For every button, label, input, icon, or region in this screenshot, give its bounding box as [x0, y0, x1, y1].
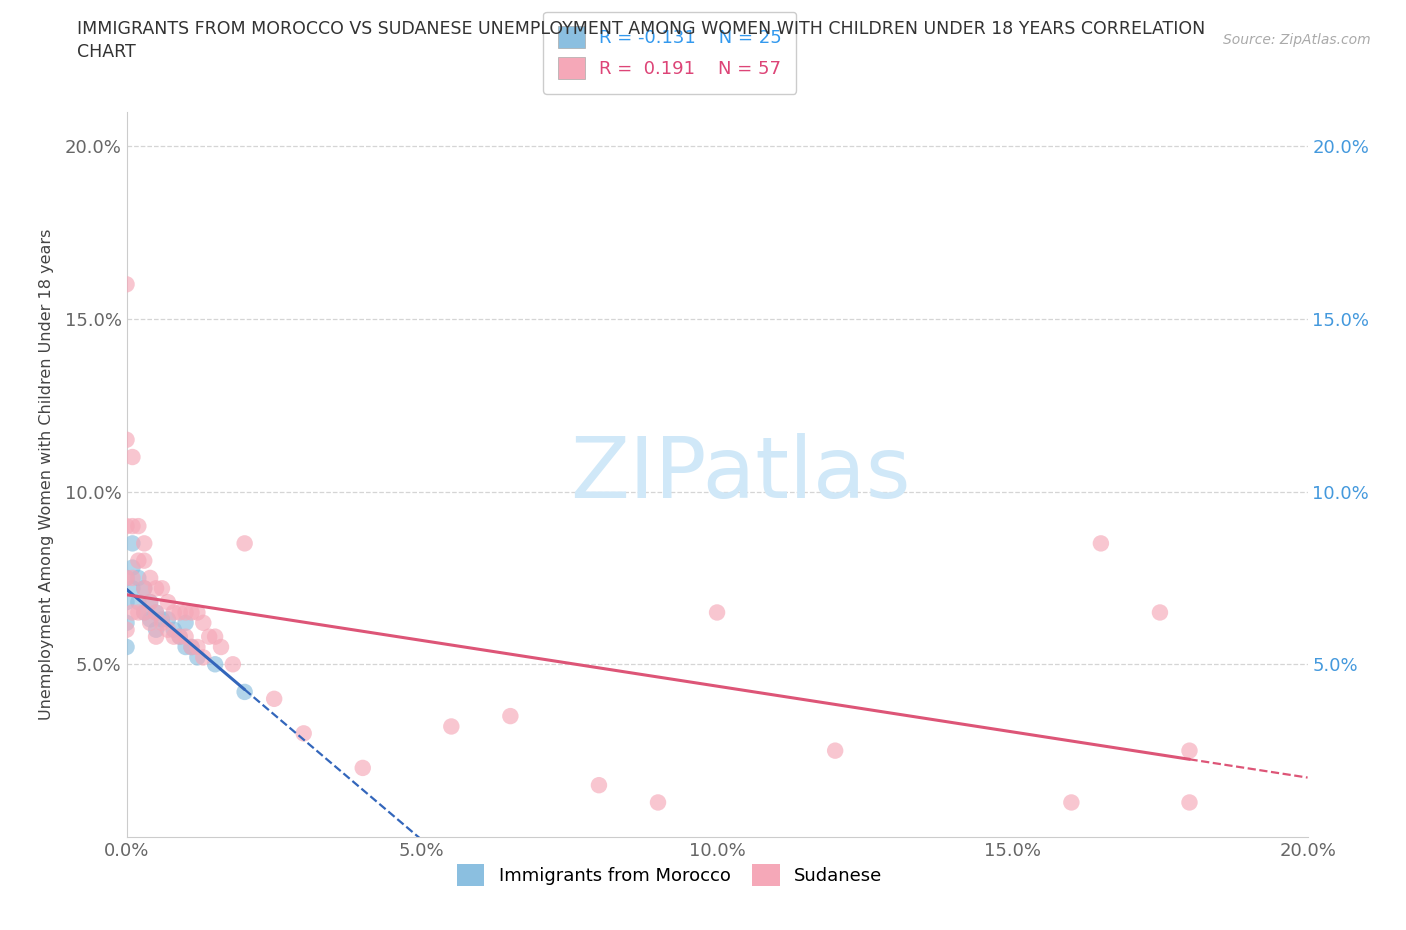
Point — [163, 622, 186, 637]
Point — [145, 605, 167, 620]
Point — [233, 684, 256, 699]
Point — [115, 616, 138, 631]
Point — [352, 761, 374, 776]
Point — [209, 640, 232, 655]
Point — [1060, 795, 1083, 810]
Text: ZIPatlas: ZIPatlas — [571, 432, 911, 516]
Point — [145, 630, 167, 644]
Y-axis label: Unemployment Among Women with Children Under 18 years: Unemployment Among Women with Children U… — [38, 229, 53, 720]
Point — [139, 612, 162, 627]
Point — [134, 536, 156, 551]
Point — [115, 277, 138, 292]
Point — [121, 560, 143, 575]
Point — [169, 630, 191, 644]
Point — [121, 581, 143, 596]
Point — [193, 616, 215, 631]
Point — [115, 594, 138, 609]
Point — [134, 605, 156, 620]
Point — [145, 581, 167, 596]
Point — [127, 594, 149, 609]
Point — [156, 612, 179, 627]
Point — [198, 630, 221, 644]
Point — [139, 570, 162, 585]
Point — [706, 605, 728, 620]
Text: CHART: CHART — [77, 43, 136, 60]
Point — [115, 570, 138, 585]
Point — [139, 616, 162, 631]
Point — [156, 622, 179, 637]
Point — [174, 605, 197, 620]
Point — [180, 640, 202, 655]
Point — [499, 709, 522, 724]
Point — [127, 519, 149, 534]
Point — [115, 640, 138, 655]
Point — [115, 570, 138, 585]
Point — [193, 650, 215, 665]
Point — [588, 777, 610, 792]
Point — [150, 581, 173, 596]
Point — [174, 630, 197, 644]
Point — [292, 726, 315, 741]
Point — [127, 570, 149, 585]
Point — [163, 630, 186, 644]
Point — [180, 640, 202, 655]
Point — [139, 594, 162, 609]
Point — [127, 553, 149, 568]
Point — [121, 519, 143, 534]
Point — [440, 719, 463, 734]
Text: Source: ZipAtlas.com: Source: ZipAtlas.com — [1223, 33, 1371, 46]
Point — [204, 630, 226, 644]
Point — [127, 605, 149, 620]
Point — [121, 570, 143, 585]
Text: IMMIGRANTS FROM MOROCCO VS SUDANESE UNEMPLOYMENT AMONG WOMEN WITH CHILDREN UNDER: IMMIGRANTS FROM MOROCCO VS SUDANESE UNEM… — [77, 20, 1205, 38]
Point — [1149, 605, 1171, 620]
Point — [1178, 795, 1201, 810]
Point — [115, 519, 138, 534]
Point — [204, 657, 226, 671]
Point — [145, 622, 167, 637]
Legend: Immigrants from Morocco, Sudanese: Immigrants from Morocco, Sudanese — [450, 857, 890, 893]
Point — [145, 605, 167, 620]
Point — [222, 657, 245, 671]
Point — [150, 612, 173, 627]
Point — [186, 640, 208, 655]
Point — [134, 605, 156, 620]
Point — [115, 622, 138, 637]
Point — [824, 743, 846, 758]
Point — [180, 605, 202, 620]
Point — [156, 594, 179, 609]
Point — [121, 449, 143, 464]
Point — [174, 616, 197, 631]
Point — [174, 640, 197, 655]
Point — [139, 594, 162, 609]
Point — [1178, 743, 1201, 758]
Point — [263, 691, 285, 706]
Point — [121, 536, 143, 551]
Point — [163, 605, 186, 620]
Point — [186, 605, 208, 620]
Point — [150, 616, 173, 631]
Point — [233, 536, 256, 551]
Point — [134, 581, 156, 596]
Point — [121, 605, 143, 620]
Point — [1090, 536, 1112, 551]
Point — [169, 605, 191, 620]
Point — [115, 432, 138, 447]
Point — [647, 795, 669, 810]
Point — [134, 553, 156, 568]
Point — [169, 630, 191, 644]
Point — [186, 650, 208, 665]
Point — [134, 581, 156, 596]
